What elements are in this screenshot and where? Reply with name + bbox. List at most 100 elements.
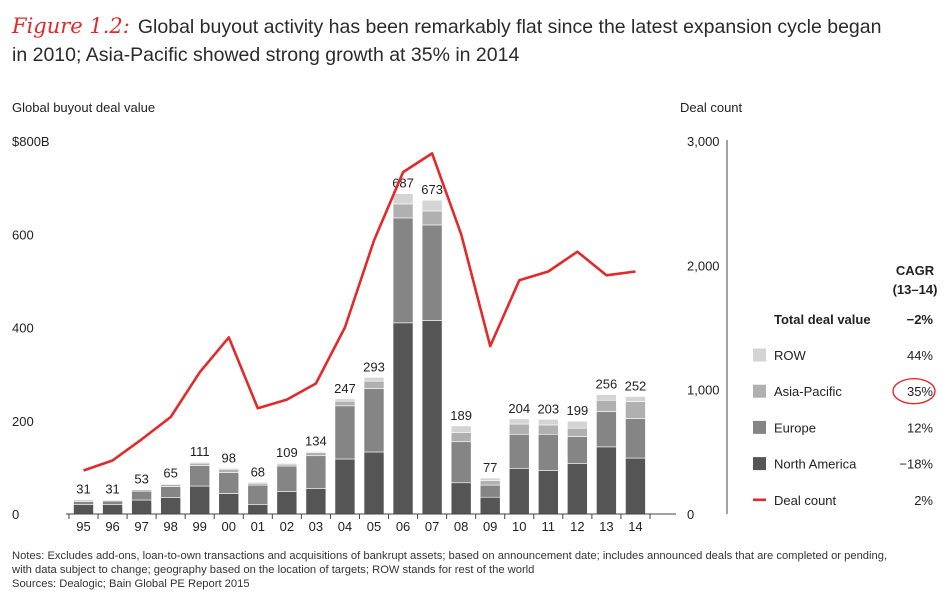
bar-segment-europe: [247, 484, 269, 505]
bar-segment-europe: [421, 224, 443, 321]
bar-segment-row: [392, 193, 414, 205]
highlight-circle: [892, 378, 936, 405]
x-tick-label: 12: [570, 519, 584, 534]
bar-segment-europe: [131, 490, 152, 501]
bar-total-label: 203: [537, 401, 559, 416]
legend-swatch-asia-pacific: [753, 384, 766, 398]
bar-segment-row: [189, 461, 210, 464]
deal-count-line-group: [83, 152, 636, 472]
legend-header: CAGR: [896, 263, 935, 278]
bar-segment-row: [508, 418, 530, 425]
bar-segment-europe: [160, 486, 181, 498]
bar-segment-asia-pacific: [218, 468, 240, 473]
deal-count-line: [83, 152, 636, 472]
y-axis-label: Global buyout deal value: [12, 100, 155, 115]
bar-segment-north-america: [218, 493, 240, 515]
bar-segment-row: [421, 199, 443, 212]
x-tick-label: 01: [251, 519, 265, 534]
bar-segment-europe: [567, 436, 588, 464]
legend-label-asia-pacific: Asia-Pacific: [774, 384, 842, 399]
bar-segment-row: [450, 425, 472, 433]
y2-tick-label: 2,000: [687, 258, 720, 273]
bar-segment-north-america: [537, 470, 559, 515]
bar-total-label: 256: [596, 377, 618, 392]
x-tick-label: 97: [134, 519, 148, 534]
bar-total-label: 53: [134, 471, 148, 486]
legend-label-europe: Europe: [774, 420, 816, 435]
legend-value-deal-count: 2%: [914, 493, 933, 508]
legend-value-asia-pacific: 35%: [907, 384, 933, 399]
legend-label-deal-count: Deal count: [774, 493, 837, 508]
bar-total-label: 252: [625, 379, 647, 394]
bar-segment-asia-pacific: [421, 210, 443, 226]
bar-segment-north-america: [363, 451, 385, 515]
y2-tick-label: 0: [687, 507, 694, 522]
x-tick-label: 03: [309, 519, 323, 534]
x-tick-label: 07: [425, 519, 439, 534]
bar-segment-asia-pacific: [363, 380, 385, 389]
bar-segment-row: [334, 398, 356, 402]
legend-label-row: ROW: [774, 348, 807, 363]
bar-total-label: 293: [363, 359, 385, 374]
x-tick-label: 10: [512, 519, 526, 534]
y-axis-ticks: 0 200 400 600 $800B: [12, 134, 50, 522]
bar-segment-europe: [508, 433, 530, 469]
x-tick-label: 04: [338, 519, 352, 534]
bar-segment-europe: [450, 441, 472, 484]
y2-axis-ticks: 0 1,000 2,000 3,000: [687, 134, 720, 522]
bar-segment-row: [218, 468, 240, 470]
bar-segment-asia-pacific: [305, 452, 327, 457]
bar-segment-north-america: [160, 497, 181, 515]
bar-segment-europe: [305, 455, 327, 489]
legend-total-label: Total deal value: [774, 312, 871, 327]
bar-segment-europe: [218, 472, 240, 494]
x-tick-label: 11: [542, 519, 556, 534]
bar-total-label: 673: [421, 182, 443, 197]
y2-axis-label: Deal count: [680, 100, 743, 115]
legend-total-value: −2%: [907, 312, 934, 327]
bar-total-label: 111: [190, 444, 210, 459]
x-tick-label: 02: [280, 519, 294, 534]
bar-segment-asia-pacific: [537, 424, 559, 435]
bars: [73, 193, 646, 515]
bar-segment-north-america: [450, 482, 472, 515]
y2-tick-label: 1,000: [687, 383, 720, 398]
y2-tick-label: 3,000: [687, 134, 720, 149]
bar-segment-europe: [334, 405, 356, 460]
bar-total-label: 204: [508, 401, 530, 416]
bar-total-label: 189: [450, 408, 472, 423]
legend-value-north-america: −18%: [899, 457, 933, 472]
sources: Sources: Dealogic; Bain Global PE Report…: [12, 578, 250, 590]
bar-segment-row: [160, 483, 181, 485]
legend-swatch-north-america: [753, 457, 766, 471]
bar-segment-europe: [73, 501, 94, 505]
bar-segment-north-america: [131, 499, 152, 515]
bar-segment-north-america: [189, 485, 210, 515]
y-tick-label: 0: [12, 507, 19, 522]
bar-total-label: 77: [483, 460, 497, 475]
x-tick-label: 95: [76, 519, 90, 534]
figure-label: Figure 1.2:: [12, 14, 130, 38]
legend-swatch-row: [753, 348, 766, 362]
title-line-1: Global buyout activity has been remarkab…: [137, 16, 882, 38]
bar-segment-north-america: [73, 504, 94, 515]
bar-segment-asia-pacific: [334, 400, 356, 407]
bar-segment-row: [537, 419, 559, 426]
legend: CAGR (13–14) Total deal value −2% ROW 44% Asia…: [753, 263, 937, 508]
legend-value-row: 44%: [907, 348, 933, 363]
legend-header-period: (13–14): [893, 282, 938, 297]
bar-segment-europe: [625, 418, 646, 459]
bar-total-label: 199: [566, 403, 588, 418]
bar-segment-asia-pacific: [625, 401, 646, 419]
x-tick-label: 96: [105, 519, 119, 534]
bar-segment-row: [596, 394, 617, 401]
bar-segment-row: [363, 377, 385, 382]
bar-segment-north-america: [392, 322, 414, 515]
y-tick-label: 400: [12, 321, 34, 336]
bar-segment-asia-pacific: [450, 432, 472, 443]
bar-segment-europe: [479, 484, 501, 498]
bar-segment-europe: [392, 217, 414, 324]
notes-line-2: with data subject to change; geography b…: [12, 564, 535, 576]
bar-segment-asia-pacific: [596, 399, 617, 412]
bar-segment-north-america: [625, 457, 646, 515]
